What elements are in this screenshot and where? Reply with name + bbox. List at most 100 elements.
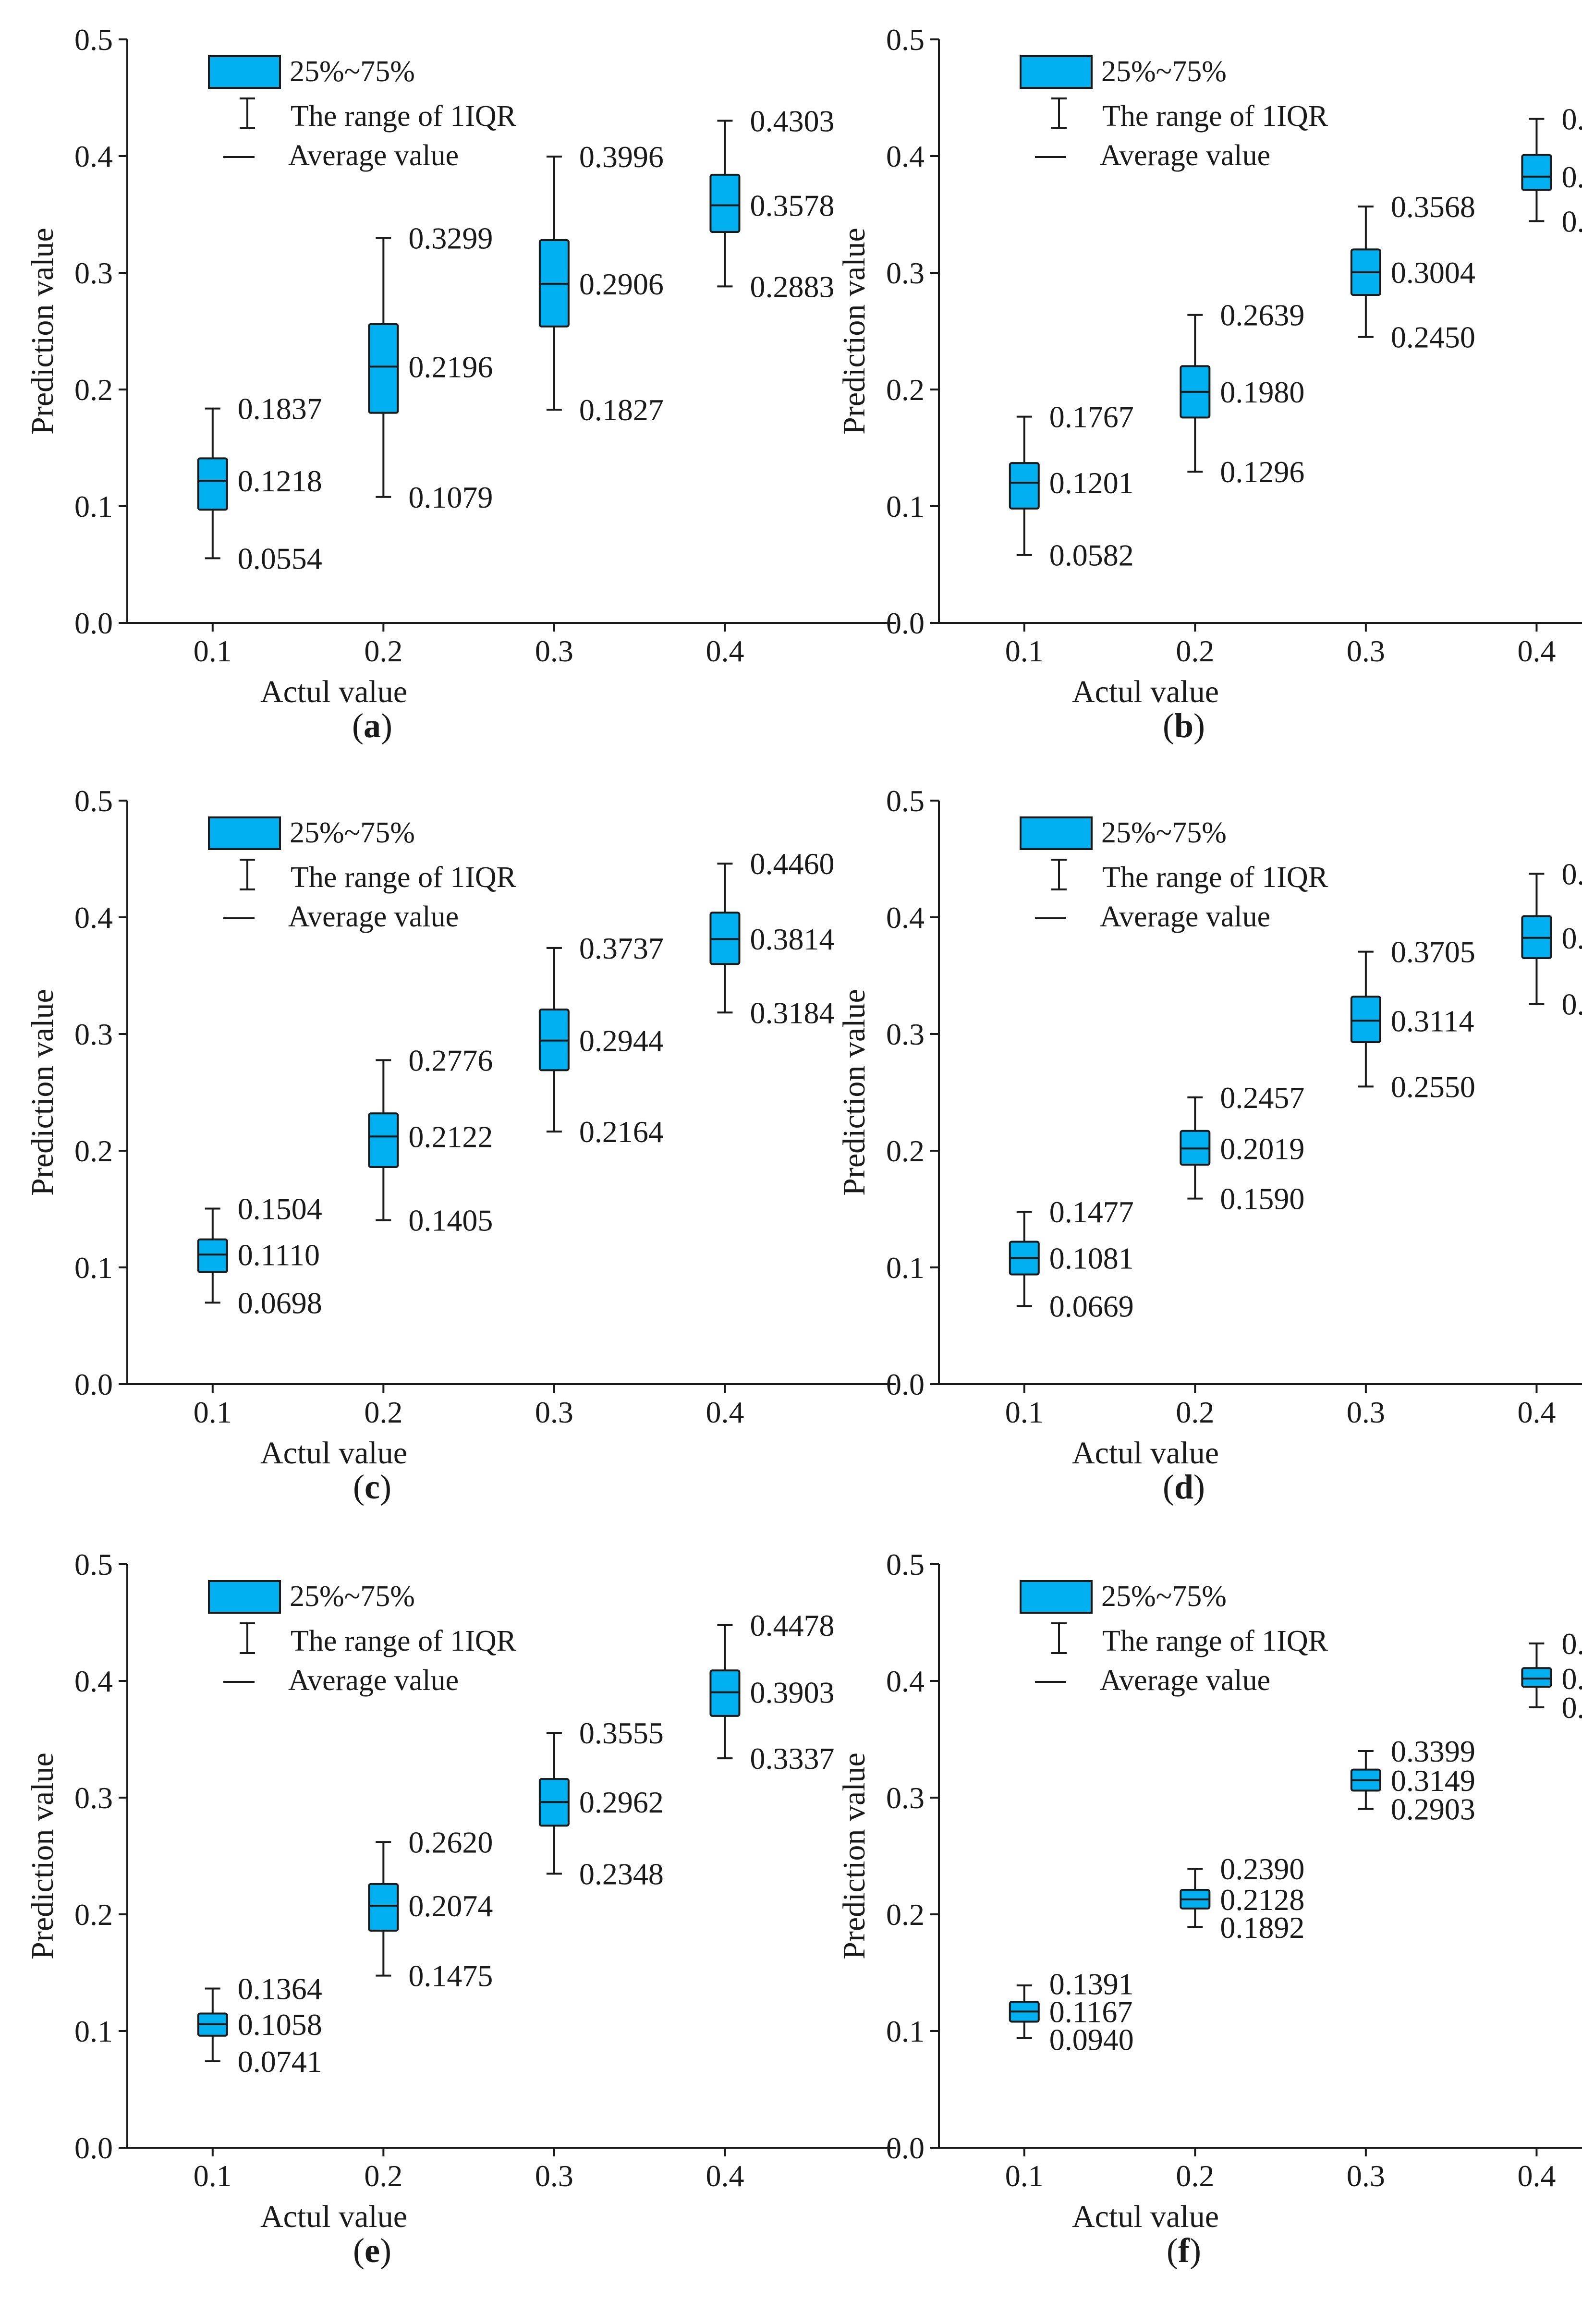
caption-close-paren: ) — [1193, 1468, 1205, 1506]
value-label-mean: 0.2906 — [579, 267, 664, 301]
caption-close-paren: ) — [1193, 706, 1205, 745]
legend-box-swatch — [208, 816, 281, 850]
value-label-upper-whisker: 0.2639 — [1220, 298, 1304, 332]
value-label-mean: 0.1218 — [238, 464, 322, 498]
panel-caption: (e) — [353, 2231, 391, 2270]
x-tick-label: 0.4 — [706, 1395, 744, 1429]
legend-box-swatch — [208, 1580, 281, 1614]
y-tick-label: 0.5 — [886, 1547, 925, 1582]
value-label-mean: 0.2196 — [408, 350, 493, 384]
legend-label-whisker: The range of 1IQR — [291, 861, 517, 894]
chart-panel-d: 0.0 0.1 0.2 0.3 0.4 0.5 0.1 0.2 0.3 0.4 Actul valu… — [837, 784, 1582, 1506]
legend-label-iqr: 25%~75% — [1101, 1580, 1227, 1613]
value-label-lower-whisker: 0.1892 — [1220, 1910, 1304, 1945]
value-label-upper-whisker: 0.4373 — [1561, 857, 1582, 891]
panel-caption: (f) — [1167, 2231, 1201, 2270]
x-tick-label: 0.1 — [1005, 2159, 1044, 2193]
y-tick-label: 0.2 — [886, 1898, 925, 1932]
iqr-box — [368, 323, 399, 414]
legend-label-whisker: The range of 1IQR — [1102, 861, 1328, 894]
y-tick-label: 0.1 — [886, 489, 925, 523]
x-axis-title: Actul value — [260, 1436, 407, 1471]
legend-label-iqr: 25%~75% — [1101, 55, 1227, 88]
y-tick-label: 0.2 — [74, 373, 113, 407]
caption-close-paren: ) — [381, 706, 392, 745]
legend-label-iqr: 25%~75% — [290, 55, 415, 88]
x-tick-label: 0.2 — [364, 634, 402, 668]
value-label-upper-whisker: 0.2620 — [408, 1825, 493, 1859]
value-label-mean: 0.3814 — [750, 922, 834, 956]
caption-open-paren: ( — [1167, 2231, 1178, 2270]
caption-letter: a — [364, 706, 381, 745]
x-tick-label: 0.3 — [1347, 1395, 1385, 1429]
caption-letter: f — [1178, 2231, 1190, 2270]
x-axis-title: Actul value — [260, 674, 407, 709]
x-axis-title: Actul value — [260, 2199, 407, 2234]
y-tick-label: 0.4 — [74, 139, 113, 173]
panel-caption: (b) — [1163, 706, 1205, 745]
y-tick-label: 0.1 — [886, 1251, 925, 1285]
caption-close-paren: ) — [1190, 2231, 1201, 2270]
x-tick-label: 0.3 — [535, 634, 573, 668]
value-label-mean: 0.4020 — [1561, 1662, 1582, 1696]
legend-box-swatch — [208, 55, 281, 89]
value-label-mean: 0.3149 — [1391, 1764, 1475, 1798]
y-tick-label: 0.0 — [886, 2131, 925, 2165]
x-tick-label: 0.3 — [1347, 634, 1385, 668]
x-tick-label: 0.1 — [194, 1395, 232, 1429]
value-label-upper-whisker: 0.2776 — [408, 1043, 493, 1077]
value-label-mean: 0.3824 — [1561, 921, 1582, 955]
y-tick-label: 0.5 — [74, 23, 113, 57]
y-tick-label: 0.5 — [74, 1547, 113, 1582]
chart-panel-a: 0.0 0.1 0.2 0.3 0.4 0.5 0.1 0.2 0.3 0.4 Actul valu… — [25, 23, 896, 745]
iqr-box — [197, 1238, 228, 1273]
x-tick-label: 0.2 — [1176, 634, 1214, 668]
value-label-mean: 0.3903 — [750, 1676, 834, 1710]
legend-label-mean: Average value — [1100, 139, 1270, 172]
value-label-upper-whisker: 0.4303 — [750, 104, 834, 138]
iqr-box — [368, 1112, 399, 1168]
y-axis-title: Prediction value — [25, 1752, 60, 1959]
value-label-upper-whisker: 0.1504 — [238, 1192, 322, 1226]
y-tick-label: 0.0 — [74, 1367, 113, 1401]
chart-panel-e: 0.0 0.1 0.2 0.3 0.4 0.5 0.1 0.2 0.3 0.4 Actul valu… — [25, 1547, 896, 2270]
value-label-mean: 0.3824 — [1561, 160, 1582, 194]
value-label-lower-whisker: 0.0698 — [238, 1286, 322, 1320]
caption-open-paren: ( — [1163, 1468, 1174, 1506]
legend-label-whisker: The range of 1IQR — [291, 1625, 517, 1657]
legend-label-iqr: 25%~75% — [290, 1580, 415, 1613]
y-axis-title: Prediction value — [25, 989, 60, 1196]
value-label-lower-whisker: 0.1296 — [1220, 455, 1304, 489]
value-label-upper-whisker: 0.3996 — [579, 140, 664, 174]
value-label-lower-whisker: 0.1590 — [1220, 1182, 1304, 1216]
value-label-mean: 0.1167 — [1049, 1995, 1133, 2029]
iqr-box — [709, 173, 741, 233]
legend-label-whisker: The range of 1IQR — [1102, 1625, 1328, 1657]
x-tick-label: 0.2 — [1176, 1395, 1214, 1429]
value-label-upper-whisker: 0.4478 — [750, 1608, 834, 1643]
x-tick-label: 0.1 — [194, 634, 232, 668]
caption-open-paren: ( — [353, 1468, 365, 1506]
iqr-box — [1521, 1667, 1552, 1688]
value-label-upper-whisker: 0.3568 — [1391, 190, 1475, 224]
value-label-upper-whisker: 0.3399 — [1391, 1734, 1475, 1768]
value-label-mean: 0.2074 — [408, 1889, 493, 1923]
value-label-mean: 0.2019 — [1220, 1132, 1304, 1166]
y-axis-title: Prediction value — [837, 1752, 872, 1959]
value-label-mean: 0.2122 — [408, 1119, 493, 1154]
x-tick-label: 0.3 — [1347, 2159, 1385, 2193]
value-label-upper-whisker: 0.1391 — [1049, 1967, 1134, 2001]
y-tick-label: 0.3 — [74, 1017, 113, 1051]
y-tick-label: 0.1 — [74, 1251, 113, 1285]
y-tick-label: 0.3 — [74, 256, 113, 290]
y-tick-label: 0.2 — [74, 1898, 113, 1932]
x-axis-title: Actul value — [1072, 2199, 1219, 2234]
iqr-box — [1521, 154, 1552, 191]
caption-open-paren: ( — [1163, 706, 1174, 745]
value-label-lower-whisker: 0.0669 — [1049, 1289, 1134, 1323]
value-label-upper-whisker: 0.4321 — [1561, 1627, 1582, 1661]
y-tick-label: 0.3 — [886, 256, 925, 290]
y-tick-label: 0.0 — [74, 606, 113, 640]
